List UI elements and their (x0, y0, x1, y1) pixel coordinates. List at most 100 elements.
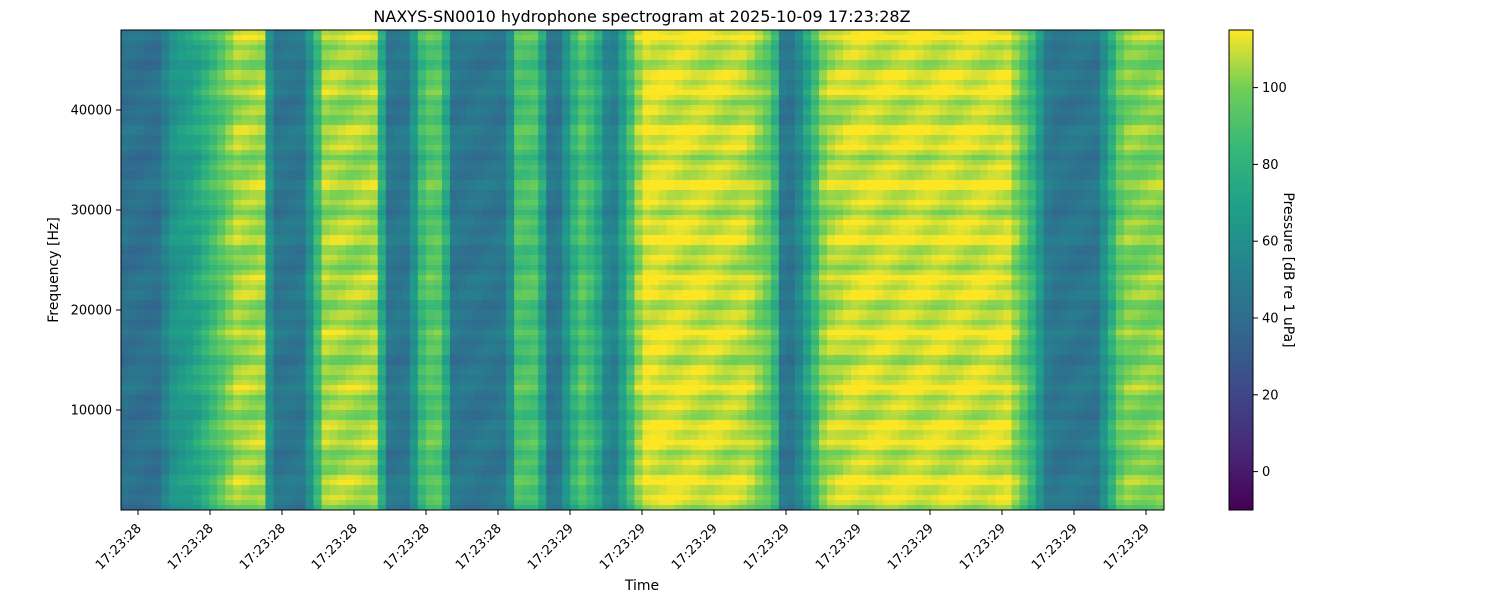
heatmap-cell (145, 40, 154, 46)
heatmap-cell (530, 210, 539, 216)
heatmap-cell (1035, 40, 1045, 46)
heatmap-cell (626, 115, 636, 121)
heatmap-cell (947, 155, 956, 161)
heatmap-cell (474, 125, 483, 131)
heatmap-cell (883, 55, 892, 61)
heatmap-cell (738, 195, 748, 201)
heatmap-cell (602, 155, 611, 161)
heatmap-cell (730, 215, 740, 221)
heatmap-cell (915, 190, 924, 196)
heatmap-cell (449, 195, 459, 201)
heatmap-cell (506, 140, 515, 146)
heatmap-cell (353, 70, 363, 76)
heatmap-cell (1155, 195, 1164, 201)
heatmap-cell (987, 205, 997, 211)
heatmap-cell (369, 140, 379, 146)
heatmap-cell (1115, 95, 1125, 101)
heatmap-cell (1019, 195, 1029, 201)
heatmap-cell (137, 195, 146, 201)
heatmap-cell (490, 45, 499, 51)
heatmap-cell (161, 80, 170, 86)
heatmap-cell (161, 100, 170, 106)
heatmap-cell (425, 180, 435, 186)
heatmap-cell (209, 135, 218, 141)
heatmap-cell (441, 120, 451, 126)
heatmap-cell (778, 105, 788, 111)
heatmap-cell (819, 40, 828, 46)
heatmap-cell (634, 30, 644, 36)
heatmap-cell (1107, 85, 1117, 91)
heatmap-cell (257, 205, 267, 211)
heatmap-cell (666, 170, 676, 176)
heatmap-cell (257, 85, 267, 91)
heatmap-cell (546, 135, 555, 141)
heatmap-cell (562, 205, 571, 211)
heatmap-cell (449, 55, 459, 61)
heatmap-cell (626, 105, 636, 111)
heatmap-cell (345, 115, 355, 121)
heatmap-cell (562, 65, 571, 71)
heatmap-cell (241, 210, 250, 216)
heatmap-cell (899, 110, 908, 116)
heatmap-cell (153, 150, 162, 156)
heatmap-cell (610, 50, 620, 56)
heatmap-cell (265, 70, 275, 76)
heatmap-cell (522, 110, 531, 116)
heatmap-cell (321, 170, 331, 176)
heatmap-cell (345, 40, 355, 46)
heatmap-cell (1003, 125, 1013, 131)
heatmap-cell (201, 105, 210, 111)
heatmap-cell (875, 215, 884, 221)
heatmap-cell (457, 175, 467, 181)
heatmap-cell (907, 30, 916, 36)
heatmap-cell (658, 140, 668, 146)
heatmap-cell (674, 100, 684, 106)
heatmap-cell (899, 175, 908, 181)
heatmap-cell (482, 125, 491, 131)
heatmap-cell (899, 140, 908, 146)
heatmap-cell (738, 45, 748, 51)
heatmap-cell (305, 200, 315, 206)
heatmap-cell (369, 115, 379, 121)
heatmap-cell (465, 125, 475, 131)
heatmap-cell (883, 35, 892, 41)
heatmap-cell (265, 170, 275, 176)
heatmap-cell (875, 105, 884, 111)
heatmap-cell (554, 145, 563, 151)
heatmap-cell (498, 70, 507, 76)
heatmap-cell (1107, 210, 1117, 216)
heatmap-cell (802, 105, 812, 111)
heatmap-cell (1051, 75, 1061, 81)
heatmap-cell (955, 165, 965, 171)
heatmap-cell (345, 160, 355, 166)
heatmap-cell (995, 145, 1005, 151)
heatmap-cell (1051, 55, 1061, 61)
heatmap-cell (562, 170, 571, 176)
heatmap-cell (1075, 140, 1085, 146)
heatmap-cell (843, 140, 852, 146)
heatmap-cell (602, 30, 611, 36)
heatmap-cell (698, 195, 708, 201)
heatmap-cell (778, 95, 788, 101)
heatmap-cell (1019, 70, 1029, 76)
heatmap-cell (578, 95, 587, 101)
heatmap-cell (674, 170, 684, 176)
heatmap-cell (225, 190, 234, 196)
heatmap-cell (353, 60, 363, 66)
heatmap-cell (843, 150, 852, 156)
heatmap-cell (490, 115, 499, 121)
heatmap-cell (610, 205, 620, 211)
heatmap-cell (923, 130, 932, 136)
heatmap-cell (297, 30, 307, 36)
heatmap-cell (1115, 200, 1125, 206)
heatmap-cell (1043, 95, 1053, 101)
heatmap-cell (859, 70, 868, 76)
heatmap-cell (401, 205, 411, 211)
heatmap-cell (963, 185, 973, 191)
heatmap-cell (145, 215, 154, 221)
heatmap-cell (1107, 125, 1117, 131)
heatmap-cell (313, 125, 323, 131)
heatmap-cell (618, 50, 628, 56)
heatmap-cell (1035, 70, 1045, 76)
heatmap-cell (161, 65, 170, 71)
